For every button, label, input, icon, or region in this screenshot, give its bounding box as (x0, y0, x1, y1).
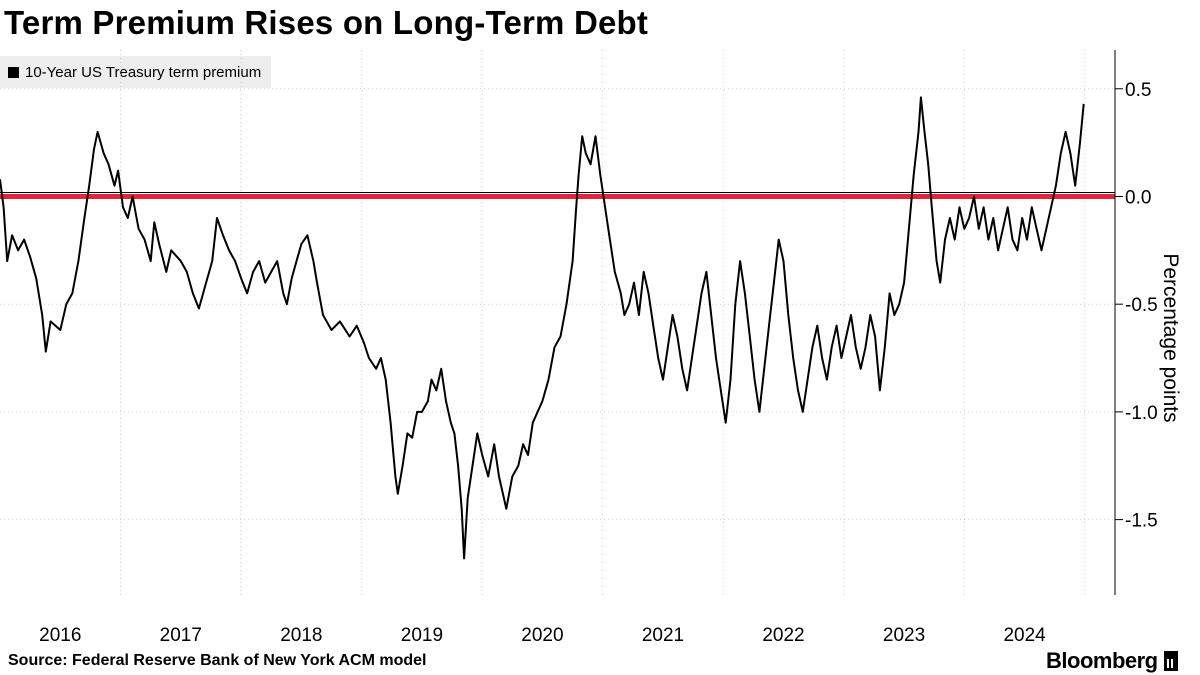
bloomberg-logo: Bloomberg (1046, 648, 1178, 674)
legend: 10-Year US Treasury term premium (0, 56, 272, 88)
x-tick-label-2021: 2021 (642, 625, 684, 646)
y-tick-label-1: 0.0 (1125, 187, 1151, 208)
brand-name: Bloomberg (1046, 648, 1158, 673)
y-tick-label-3: -1.0 (1125, 403, 1158, 424)
zero-reference-line (0, 191, 1115, 199)
x-tick-label-2023: 2023 (883, 625, 925, 646)
y-axis-label: Percentage points (1159, 253, 1182, 423)
bloomberg-terminal-icon (1163, 651, 1178, 671)
source-note: Source: Federal Reserve Bank of New York… (8, 652, 427, 669)
x-tick-label-2017: 2017 (160, 625, 202, 646)
legend-entry-term-premium: 10-Year US Treasury term premium (25, 63, 262, 81)
x-tick-label-2018: 2018 (280, 625, 322, 646)
chart-title: Term Premium Rises on Long-Term Debt (4, 4, 649, 41)
x-axis: 2016 2017 2018 2019 2020 2021 2022 2023 2024 (39, 625, 1046, 646)
x-tick-label-2024: 2024 (1003, 625, 1046, 646)
legend-swatch (8, 66, 19, 78)
gridlines (0, 50, 1115, 595)
y-tick-label-2: -0.5 (1125, 295, 1158, 316)
x-tick-label-2022: 2022 (762, 625, 804, 646)
y-tick-label-0: 0.5 (1125, 80, 1151, 101)
x-tick-label-2016: 2016 (39, 625, 81, 646)
x-tick-label-2019: 2019 (401, 625, 443, 646)
y-axis: 0.5 0.0 -0.5 -1.0 -1.5 (1114, 50, 1158, 595)
series-line-term-premium (0, 96, 1085, 560)
x-tick-label-2020: 2020 (521, 625, 563, 646)
y-tick-label-4: -1.5 (1125, 511, 1158, 532)
